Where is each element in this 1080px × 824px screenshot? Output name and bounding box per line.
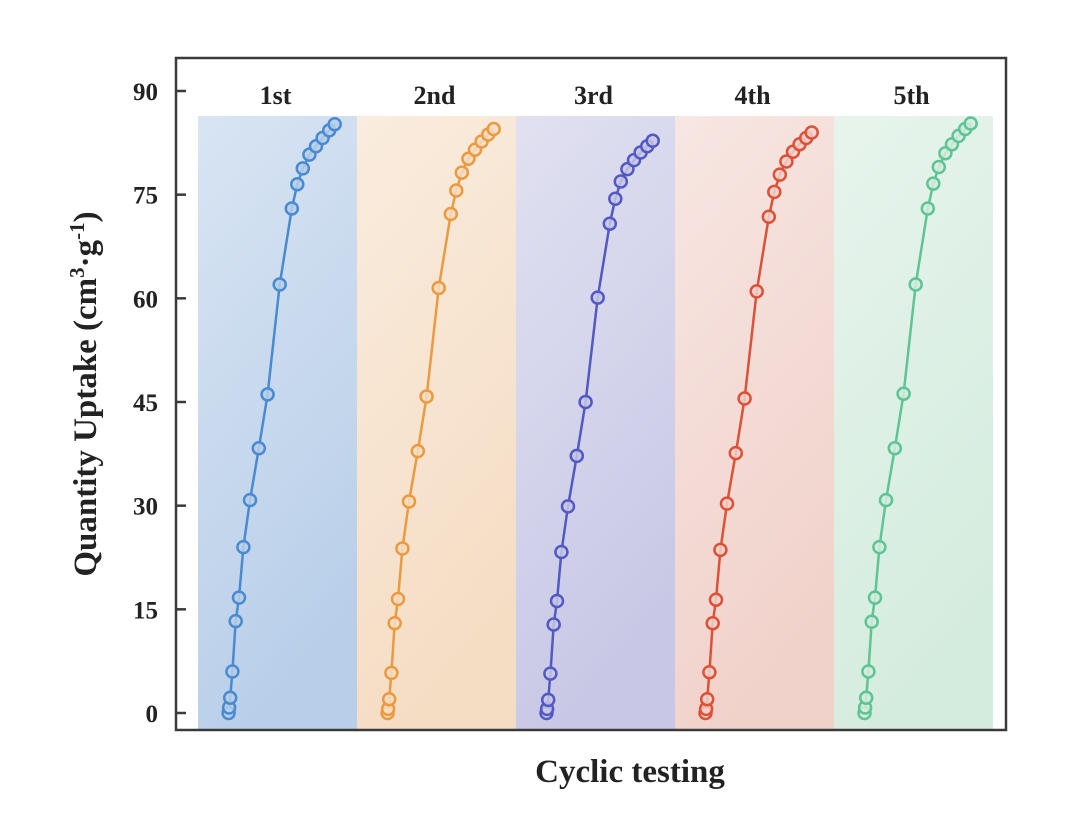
data-point <box>284 201 300 216</box>
data-point <box>867 590 883 605</box>
data-point <box>872 539 887 555</box>
data-point <box>708 592 724 607</box>
data-point <box>260 387 275 402</box>
data-point <box>858 690 874 706</box>
data-point <box>443 206 459 222</box>
data-point <box>543 666 558 681</box>
cycle-label-1: 1st <box>260 81 292 110</box>
data-point <box>384 665 399 681</box>
series-layer <box>221 116 978 721</box>
data-point <box>761 209 777 225</box>
data-point <box>645 133 660 149</box>
data-point <box>540 692 556 708</box>
data-point <box>719 496 735 511</box>
data-point <box>963 116 978 131</box>
data-point <box>608 191 623 207</box>
data-point <box>431 280 446 296</box>
data-point <box>578 394 593 410</box>
data-point <box>699 691 715 707</box>
data-point <box>410 443 426 459</box>
data-point <box>419 389 434 404</box>
data-point <box>290 177 305 192</box>
data-point <box>702 664 717 680</box>
data-point <box>546 617 561 632</box>
data-point <box>225 664 240 679</box>
data-point <box>454 165 470 180</box>
data-point <box>222 690 238 706</box>
x-axis-title: Cyclic testing <box>535 754 725 790</box>
plot-frame <box>174 56 1008 732</box>
data-point <box>242 492 258 508</box>
data-point <box>728 445 744 461</box>
data-point <box>896 386 911 401</box>
data-point <box>251 441 267 456</box>
data-point <box>560 499 576 514</box>
data-point <box>381 691 397 707</box>
y-tick-label: 45 <box>133 390 158 417</box>
data-point <box>272 277 287 292</box>
data-point <box>878 492 894 508</box>
data-point <box>486 121 501 137</box>
data-point <box>908 277 923 292</box>
cycle-labels: 1st 2nd 3rd 4th 5th <box>260 81 930 110</box>
cycle-label-4: 4th <box>734 81 771 110</box>
data-point <box>861 664 876 679</box>
data-point <box>767 184 782 200</box>
data-point <box>705 615 720 631</box>
data-point <box>713 542 728 558</box>
y-axis-title: Quantity Uptake (cm3·g-1) <box>65 211 104 576</box>
data-point <box>295 161 311 176</box>
data-point <box>602 216 618 231</box>
data-point <box>554 544 569 560</box>
data-point <box>549 593 565 609</box>
data-point <box>772 167 788 182</box>
data-point <box>395 541 410 556</box>
cycle-band-5 <box>834 116 993 729</box>
data-point <box>401 494 417 509</box>
data-point <box>749 284 764 299</box>
y-tick-label: 75 <box>133 183 158 210</box>
data-point <box>613 174 629 189</box>
data-point <box>236 539 251 555</box>
cycle-band-1 <box>198 116 357 729</box>
y-tick-label: 60 <box>133 286 158 313</box>
y-tick-label: 0 <box>146 701 159 728</box>
data-point <box>590 290 605 305</box>
data-point <box>931 159 947 175</box>
data-point <box>327 116 342 132</box>
y-tick-label: 15 <box>133 597 158 624</box>
cycle-band-4 <box>675 116 834 729</box>
data-point <box>449 183 464 198</box>
data-point <box>864 614 879 630</box>
data-point <box>779 154 794 169</box>
data-point <box>804 125 819 140</box>
y-tick-label: 90 <box>133 79 158 106</box>
cycle-label-5: 5th <box>893 81 930 110</box>
cycle-label-3: 3rd <box>574 81 614 110</box>
cycle-label-2: 2nd <box>414 81 456 110</box>
cycle-bands <box>198 116 993 729</box>
data-point <box>387 615 402 631</box>
y-axis: 0 15 30 45 60 75 90 <box>133 79 186 728</box>
data-point <box>887 441 903 456</box>
data-point <box>737 391 752 406</box>
data-point <box>920 201 936 216</box>
y-tick-label: 30 <box>133 494 158 521</box>
cycle-band-3 <box>516 116 675 729</box>
data-point <box>228 613 243 629</box>
data-point <box>390 591 406 607</box>
data-point <box>569 448 585 464</box>
cycle-band-2 <box>357 116 516 729</box>
data-point <box>926 176 941 191</box>
data-point <box>231 590 247 605</box>
